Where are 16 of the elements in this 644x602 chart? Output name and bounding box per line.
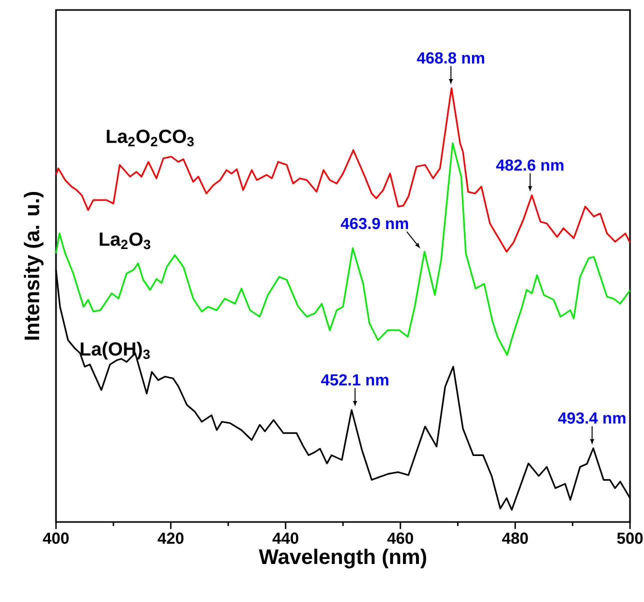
annotation: 452.1 nm [321,374,388,386]
y-axis-title: Intensity (a. u.) [24,192,44,340]
x-tick-label: 480 [502,532,528,544]
x-tick-label: 440 [272,532,298,544]
x-axis-title: Wavelength (nm) [258,548,426,568]
annotation: 493.4 nm [558,412,626,424]
x-tick-label: 460 [387,532,414,544]
annotation: 463.9 nm [340,218,408,230]
series-label: La(OH)$_{3}$ [80,342,150,360]
annotation: 468.8 nm [416,52,484,64]
annotation: 482.6 nm [496,159,564,171]
series-label: La$_{2}$O$_{2}$CO$_{3}$ [106,130,194,146]
series-label: La$_{2}$O$_{3}$ [100,232,150,250]
x-tick-label: 420 [158,532,184,544]
x-tick-label: 400 [42,532,69,544]
x-tick-label: 500 [617,532,643,544]
